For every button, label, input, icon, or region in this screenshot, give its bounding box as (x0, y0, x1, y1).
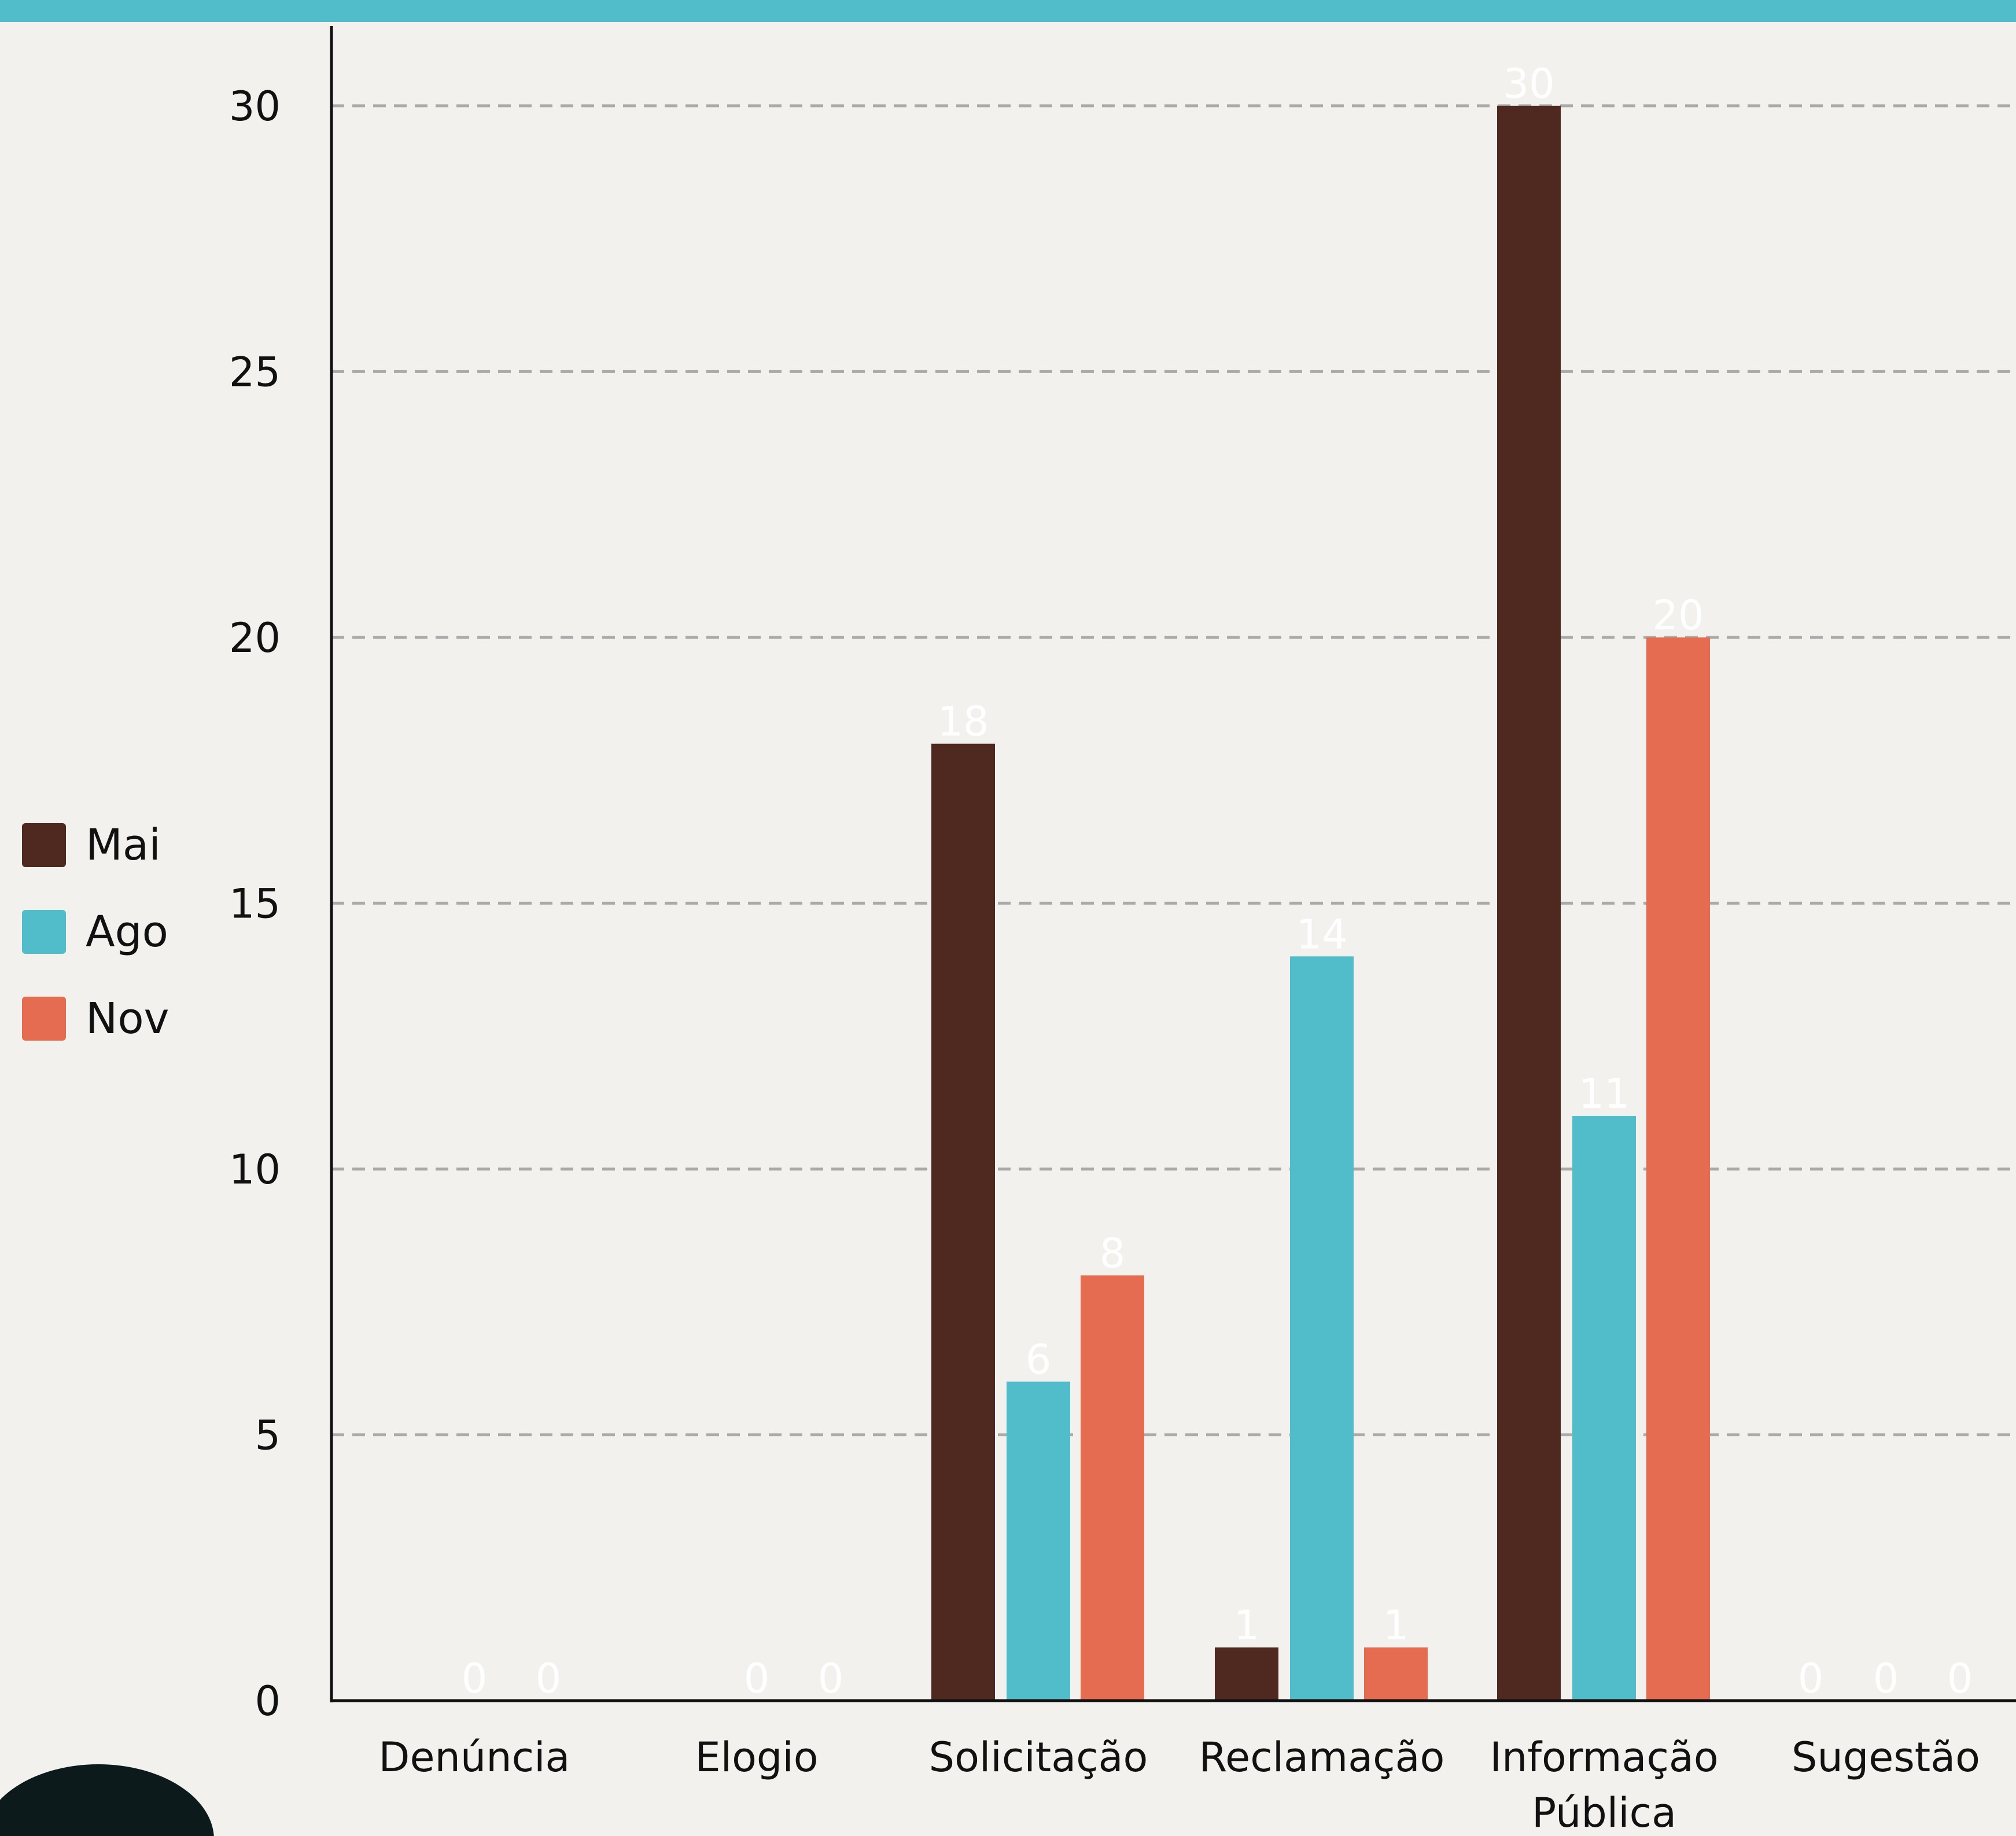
x-category-label: Solicitação (929, 1734, 1148, 1781)
legend-item: Mai (22, 802, 169, 888)
legend-label: Ago (86, 907, 168, 957)
bar-nov (1646, 637, 1710, 1701)
legend-swatch (22, 997, 66, 1041)
x-category-label: Informação (1490, 1734, 1718, 1781)
data-label: 1 (1234, 1602, 1260, 1649)
bar-ago (1572, 1116, 1636, 1701)
bar-mai (931, 743, 995, 1701)
y-tick-label: 30 (229, 83, 281, 130)
x-category-label: Denúncia (379, 1734, 570, 1781)
top-accent-bar (0, 0, 2016, 22)
x-category-label: Sugestão (1792, 1734, 1980, 1781)
y-tick-label: 5 (255, 1411, 281, 1459)
legend-item: Nov (22, 975, 169, 1062)
x-category-label: Pública (1532, 1789, 1676, 1836)
bar-mai (1215, 1647, 1278, 1701)
data-label: 11 (1578, 1070, 1630, 1118)
legend-label: Nov (86, 994, 169, 1044)
legend-item: Ago (22, 888, 169, 975)
y-tick-label: 20 (229, 614, 281, 662)
bar-nov (1081, 1275, 1144, 1701)
y-tick-label: 25 (229, 348, 281, 396)
data-label: 0 (1798, 1655, 1824, 1702)
data-label: 0 (1947, 1655, 1973, 1702)
bar-nov (1364, 1647, 1428, 1701)
chart-legend: Mai Ago Nov (22, 802, 169, 1062)
legend-swatch (22, 823, 66, 867)
data-label: 18 (937, 698, 989, 746)
y-tick-label: 0 (255, 1678, 281, 1725)
data-label: 20 (1652, 592, 1704, 639)
legend-swatch (22, 910, 66, 954)
bar-mai (1497, 105, 1561, 1701)
data-label: 14 (1296, 910, 1347, 958)
bar-ago (1007, 1381, 1070, 1701)
data-label: 8 (1100, 1230, 1126, 1277)
legend-label: Mai (86, 820, 161, 870)
data-label: 0 (818, 1655, 844, 1702)
data-label: 6 (1026, 1336, 1052, 1384)
data-label: 0 (744, 1655, 770, 1702)
data-label: 0 (1873, 1655, 1899, 1702)
data-label: 30 (1503, 60, 1554, 108)
bar-ago (1290, 956, 1354, 1701)
y-tick-label: 15 (229, 880, 281, 927)
x-category-label: Elogio (695, 1734, 818, 1781)
data-label: 0 (536, 1655, 562, 1702)
data-label: 1 (1383, 1602, 1409, 1649)
y-tick-label: 10 (229, 1146, 281, 1193)
data-label: 0 (462, 1655, 488, 1702)
x-category-label: Reclamação (1199, 1734, 1445, 1781)
